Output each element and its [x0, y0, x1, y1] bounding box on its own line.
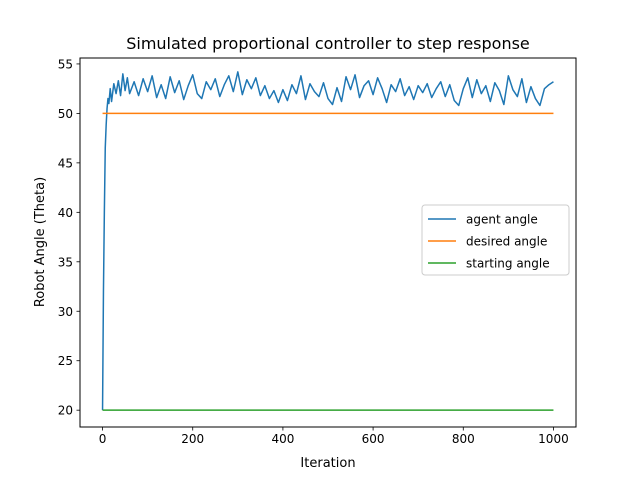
y-tick-label: 25 — [58, 354, 73, 368]
chart-title: Simulated proportional controller to ste… — [126, 34, 530, 53]
series-line-agent-angle — [101, 71, 554, 411]
x-tick-label: 400 — [271, 432, 294, 446]
x-tick-label: 200 — [181, 432, 204, 446]
x-tick-label: 600 — [362, 432, 385, 446]
y-tick-label: 30 — [58, 305, 73, 319]
x-tick-label: 800 — [452, 432, 475, 446]
y-axis-label: Robot Angle (Theta) — [33, 177, 48, 307]
axis-ticks: 0 200 400 600 800 1000 20 25 30 35 40 45 50 55 — [58, 57, 569, 446]
legend-label: agent angle — [466, 213, 538, 227]
plot-area — [101, 71, 554, 411]
legend-label: desired angle — [466, 235, 547, 249]
y-tick-label: 50 — [58, 107, 73, 121]
y-tick-label: 20 — [58, 404, 73, 418]
legend-box — [421, 204, 570, 276]
y-tick-label: 40 — [58, 206, 73, 220]
y-tick-label: 55 — [58, 57, 73, 71]
legend: agent angle desired angle starting angle — [421, 204, 570, 276]
axes-frame — [79, 57, 577, 428]
x-axis-label: Iteration — [300, 456, 355, 471]
y-tick-label: 45 — [58, 156, 73, 170]
x-tick-label: 0 — [99, 432, 107, 446]
x-tick-label: 1000 — [538, 432, 569, 446]
legend-label: starting angle — [466, 257, 550, 271]
y-tick-label: 35 — [58, 255, 73, 269]
